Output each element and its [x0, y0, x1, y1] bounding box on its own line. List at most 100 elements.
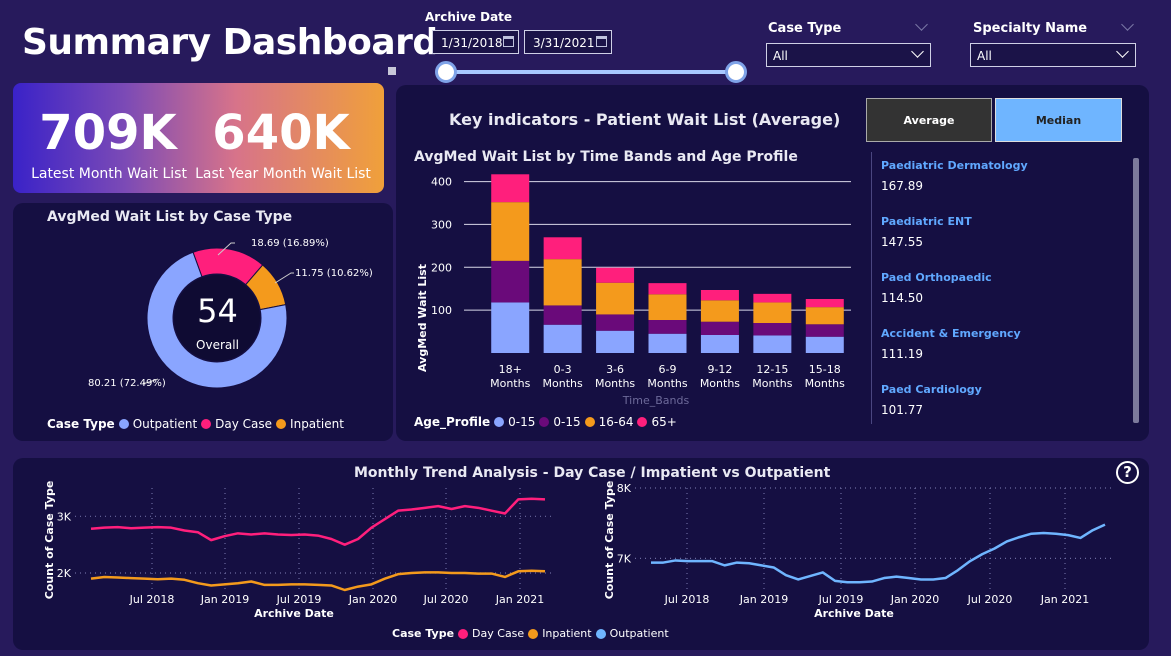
chevron-down-icon: [1116, 45, 1129, 58]
scrollbar[interactable]: [1133, 158, 1139, 423]
kpi-latest-value: 709K: [39, 105, 177, 161]
legend-item[interactable]: 0-15: [553, 415, 581, 429]
chevron-down-icon[interactable]: [1121, 18, 1134, 31]
bar-segment[interactable]: [543, 305, 582, 325]
page-title: Summary Dashboard: [22, 22, 438, 63]
x-tick-label: Jul 2018: [664, 593, 710, 606]
y-tick-label: 200: [431, 261, 452, 274]
legend-item[interactable]: Day Case: [215, 417, 273, 431]
kpi-latest-label: Latest Month Wait List: [31, 166, 187, 182]
specialty-value: All: [977, 49, 992, 63]
bar-segment[interactable]: [753, 323, 792, 336]
bar-segment[interactable]: [491, 302, 530, 353]
x-tick-label: Jul 2019: [276, 593, 322, 606]
bar-segment[interactable]: [648, 320, 687, 334]
trend-chart-left[interactable]: Jul 2018 Jan 2019 Jul 2019 Jan 2020 Jul 2020…: [13, 480, 573, 625]
legend-item[interactable]: Inpatient: [290, 417, 344, 431]
bar-segment[interactable]: [805, 299, 844, 308]
series-line-inpatient[interactable]: [90, 569, 546, 592]
bar-segment[interactable]: [753, 302, 792, 323]
donut-center-value: 54: [197, 292, 238, 330]
legend-item[interactable]: Outpatient: [609, 627, 669, 640]
bar-segment[interactable]: [491, 174, 530, 203]
list-item[interactable]: Accident & Emergency 111.19: [881, 327, 1028, 383]
average-button[interactable]: Average: [866, 98, 992, 142]
calendar-icon[interactable]: [503, 36, 514, 47]
list-item[interactable]: Paediatric ENT 147.55: [881, 215, 1028, 271]
bar-segment[interactable]: [700, 335, 739, 353]
donut-label-inpatient: 11.75 (10.62%): [295, 268, 373, 279]
specialty-value: 101.77: [881, 403, 923, 417]
legend-item[interactable]: 16-64: [598, 415, 634, 429]
bar-segment[interactable]: [596, 330, 635, 353]
x-tick-label: Jan 2021: [1040, 593, 1089, 606]
bar-segment[interactable]: [805, 324, 844, 337]
date-range-slider[interactable]: [446, 70, 736, 74]
x-tick-label: Months: [490, 377, 530, 390]
bar-segment[interactable]: [700, 300, 739, 322]
bar-segment[interactable]: [596, 314, 635, 331]
date-end-value: 3/31/2021: [533, 36, 595, 50]
donut-chart[interactable]: [13, 203, 393, 441]
bar-segment[interactable]: [753, 293, 792, 303]
legend-title: Age_Profile: [414, 415, 491, 429]
legend-item[interactable]: Outpatient: [132, 417, 198, 431]
date-end-input[interactable]: 3/31/2021: [524, 30, 612, 54]
case-type-dropdown[interactable]: All: [766, 43, 931, 67]
bar-segment[interactable]: [753, 335, 792, 353]
list-item[interactable]: Paed Cardiology 101.77: [881, 383, 1028, 439]
bar-segment[interactable]: [596, 282, 635, 315]
bar-segment[interactable]: [491, 260, 530, 303]
date-start-value: 1/31/2018: [441, 36, 503, 50]
legend-item[interactable]: Day Case: [472, 627, 525, 640]
bar-segment[interactable]: [543, 237, 582, 260]
archive-date-label: Archive Date: [425, 10, 513, 24]
y-tick-label: 300: [431, 218, 452, 231]
donut-slice-outpatient[interactable]: [146, 251, 288, 389]
legend-item[interactable]: Inpatient: [542, 627, 592, 640]
bar-segment[interactable]: [700, 290, 739, 301]
series-line-outpatient[interactable]: [651, 523, 1106, 584]
list-item[interactable]: Paed Orthopaedic 114.50: [881, 271, 1028, 327]
median-button[interactable]: Median: [995, 98, 1122, 142]
y-tick-label: 400: [431, 176, 452, 189]
x-tick-label: 18+: [499, 363, 522, 376]
slider-start-handle[interactable]: [435, 61, 457, 83]
x-tick-label: Months: [805, 377, 845, 390]
bar-chart-title: AvgMed Wait List by Time Bands and Age P…: [414, 149, 798, 165]
slider-end-handle[interactable]: [725, 61, 747, 83]
chevron-down-icon[interactable]: [915, 18, 928, 31]
bar-segment[interactable]: [543, 324, 582, 353]
x-tick-label: Months: [647, 377, 687, 390]
date-start-input[interactable]: 1/31/2018: [432, 30, 519, 54]
bar-segment[interactable]: [543, 259, 582, 306]
donut-label-daycase: 18.69 (16.89%): [251, 238, 329, 249]
x-tick-label: 6-9: [659, 363, 677, 376]
legend-item[interactable]: 0-15: [508, 415, 536, 429]
resize-handle[interactable]: [388, 67, 396, 75]
trend-chart-right[interactable]: Jul 2018 Jan 2019 Jul 2019 Jan 2020 Jul 2020…: [573, 480, 1133, 625]
bar-segment[interactable]: [648, 294, 687, 320]
trend-legend: Case Type Day Case Inpatient Outpatient: [392, 627, 669, 640]
x-tick-label: Jan 2019: [200, 593, 249, 606]
x-axis-label: Archive Date: [814, 607, 894, 620]
bar-segment[interactable]: [648, 283, 687, 295]
legend-item[interactable]: 65+: [651, 415, 677, 429]
x-tick-label: Jan 2019: [739, 593, 788, 606]
bar-segment[interactable]: [805, 307, 844, 325]
help-icon[interactable]: ?: [1116, 461, 1139, 484]
bar-segment[interactable]: [648, 333, 687, 353]
list-item[interactable]: Paediatric Dermatology 167.89: [881, 159, 1028, 215]
bar-segment[interactable]: [596, 267, 635, 283]
leader-line: [143, 378, 159, 384]
x-tick-label: Jan 2020: [890, 593, 939, 606]
trend-panel: [13, 458, 1149, 650]
bar-segment[interactable]: [700, 321, 739, 335]
y-tick-label: 100: [431, 304, 452, 317]
bar-segment[interactable]: [491, 202, 530, 261]
specialty-dropdown[interactable]: All: [970, 43, 1136, 67]
series-line-day-case[interactable]: [90, 497, 546, 546]
calendar-icon[interactable]: [596, 36, 607, 47]
bar-segment[interactable]: [805, 336, 844, 353]
